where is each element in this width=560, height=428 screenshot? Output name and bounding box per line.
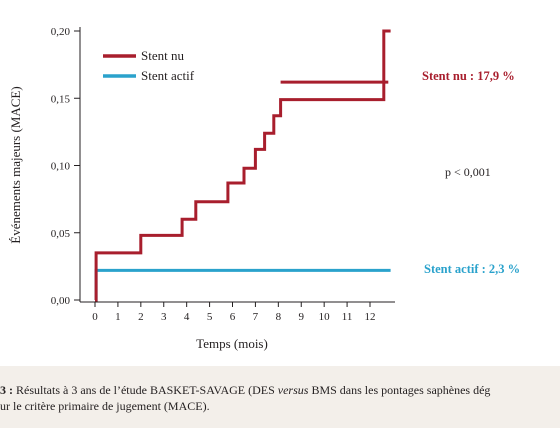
- x-tick-label: 12: [365, 311, 376, 323]
- y-axis-title: Événements majeurs (MACE): [8, 86, 23, 243]
- y-tick-label: 0,15: [51, 93, 71, 105]
- annotation-stent-actif: Stent actif : 2,3 %: [424, 262, 520, 276]
- x-tick-label: 11: [342, 311, 353, 323]
- x-ticks: 0 1 2 3 4 5 6 7 8 9 10 11 12: [92, 302, 376, 323]
- series-line-stent-nu-final-step: [280, 29, 391, 84]
- mace-chart: 0,000,050,100,150,20 0 1 2 3 4 5 6 7 8 9 10 11 12 Te…: [8, 26, 520, 351]
- x-axis-title: Temps (mois): [196, 336, 268, 351]
- figure-caption: 3 : Résultats à 3 ans de l’étude BASKET-…: [0, 382, 560, 422]
- x-tick-label: 2: [138, 311, 144, 323]
- x-tick-label: 1: [115, 311, 121, 323]
- x-tick-label: 7: [253, 311, 259, 323]
- y-tick-label: 0,20: [51, 26, 71, 38]
- x-tick-label: 10: [319, 311, 331, 323]
- series-line-stent-nu: [94, 80, 389, 302]
- caption-line-2: ur le critère primaire de jugement (MACE…: [0, 399, 210, 413]
- caption-text-before: Résultats à 3 ans de l’étude BASKET-SAVA…: [16, 383, 278, 397]
- x-tick-label: 8: [276, 311, 282, 323]
- y-tick-label: 0,00: [51, 295, 71, 307]
- x-tick-label: 6: [230, 311, 236, 323]
- x-tick-label: 0: [92, 311, 98, 323]
- caption-prefix: 3 :: [0, 383, 16, 397]
- caption-background: [0, 366, 560, 428]
- x-tick-label: 3: [161, 311, 167, 323]
- caption-versus: versus: [277, 383, 309, 397]
- y-tick-label: 0,10: [51, 161, 71, 173]
- annotation-stent-nu: Stent nu : 17,9 %: [422, 69, 515, 83]
- series-line-stent-actif: [94, 268, 391, 302]
- y-ticks: 0,00 0,05 0,10 0,15 0,20: [51, 26, 80, 307]
- legend-label-stent-nu: Stent nu: [141, 48, 184, 63]
- x-tick-label: 4: [184, 311, 190, 323]
- x-tick-label: 9: [299, 311, 305, 323]
- x-tick-label: 5: [207, 311, 213, 323]
- y-tick-label: 0,05: [51, 228, 71, 240]
- annotation-p-value: p < 0,001: [445, 165, 491, 179]
- series-layer: [94, 29, 391, 302]
- legend-label-stent-actif: Stent actif: [141, 68, 195, 83]
- caption-text-after: BMS dans les pontages saphènes dég: [308, 383, 491, 397]
- legend: Stent nu Stent actif: [103, 48, 195, 83]
- caption-line-1: 3 : Résultats à 3 ans de l’étude BASKET-…: [0, 382, 560, 398]
